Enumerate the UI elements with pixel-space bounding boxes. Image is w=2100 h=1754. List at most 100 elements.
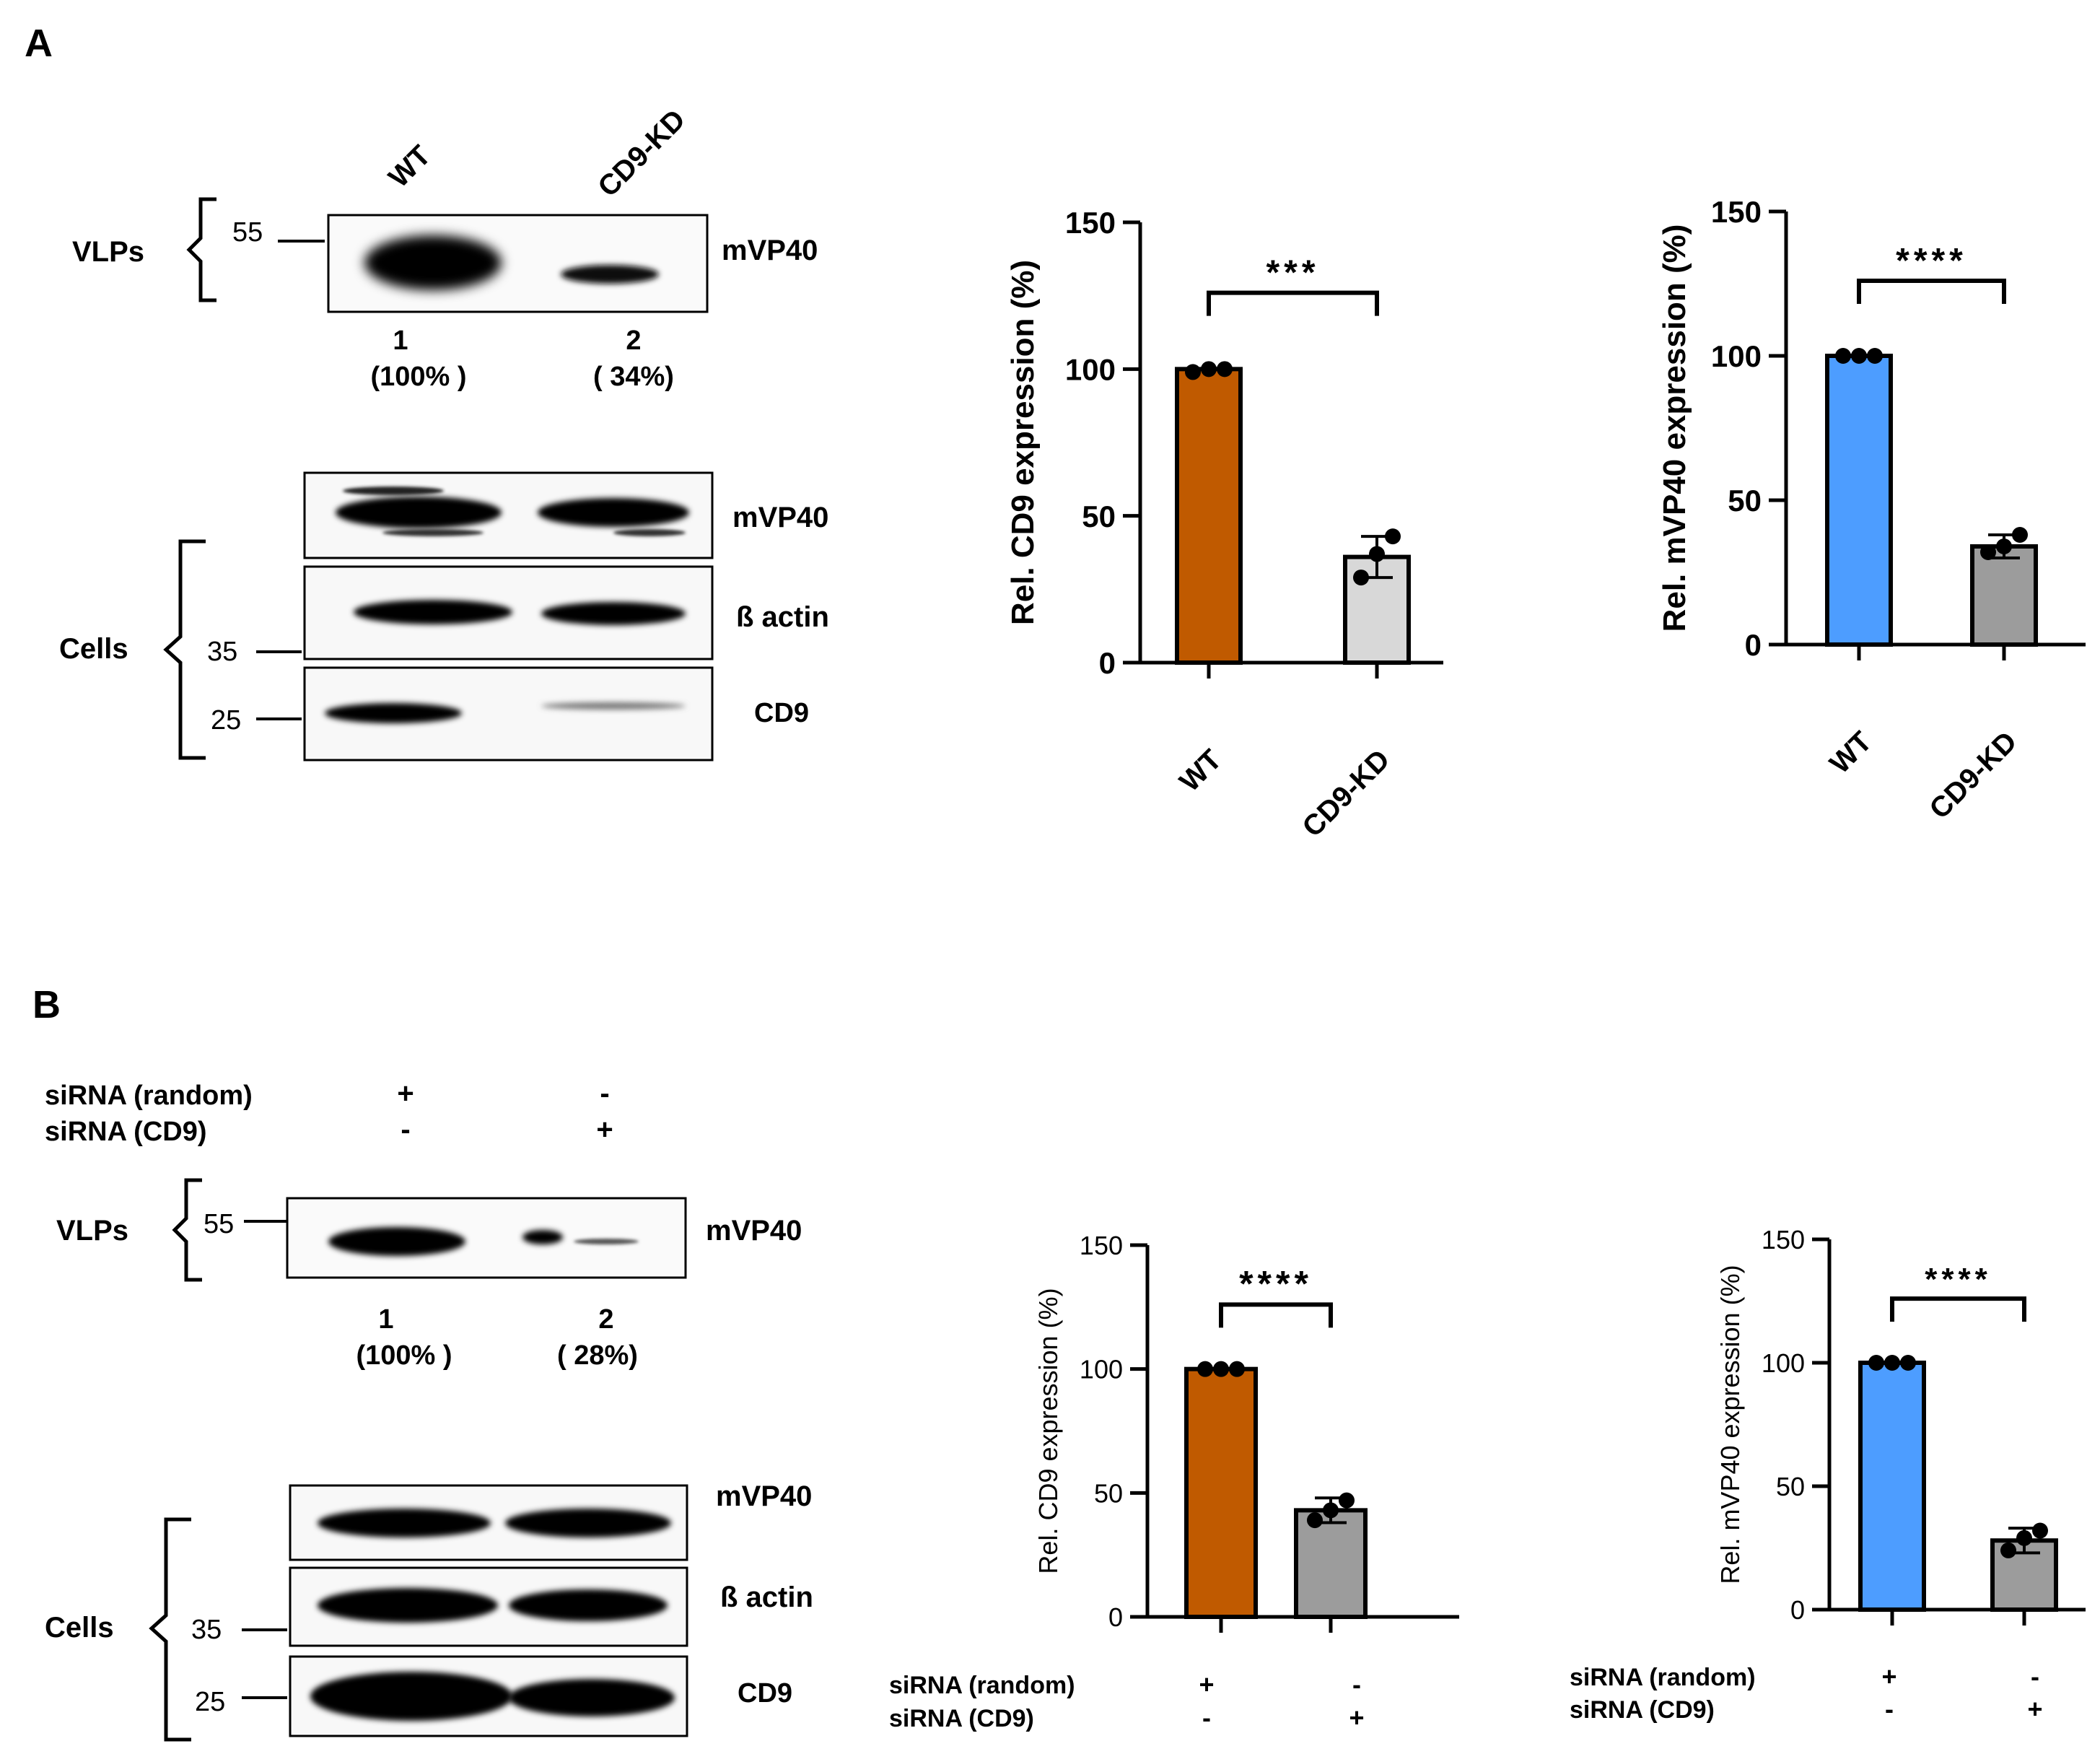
chart2-point-2-1 — [1980, 544, 1996, 560]
chart2-point-1-2 — [1851, 348, 1867, 364]
lane-number-1: 1 — [393, 326, 408, 356]
b-lane-percent-1: (100% ) — [356, 1340, 452, 1371]
vlps-marker: 55 — [232, 217, 263, 248]
chart4-treat-row-2-name: siRNA (CD9) — [1570, 1696, 1715, 1724]
b-lane-percent-2: ( 28%) — [557, 1340, 638, 1371]
chart3-point-2-1 — [1307, 1512, 1323, 1529]
chart1-ytick-label-100: 100 — [1065, 352, 1116, 386]
chart2-point-1-1 — [1835, 348, 1851, 364]
chart4-ytick-label-0: 0 — [1790, 1595, 1805, 1625]
b-vlps-marker: 55 — [204, 1209, 234, 1239]
chart4-significance-bracket — [1890, 1296, 2026, 1322]
band-cells-actin-2 — [541, 602, 686, 625]
b-lane-number-1: 1 — [378, 1304, 393, 1335]
chart2-bar-2 — [1970, 544, 2038, 647]
chart3-ytick-label-0: 0 — [1108, 1602, 1123, 1632]
chart4-ylabel: Rel. mVP40 expression (%) — [1715, 1265, 1745, 1584]
chart1-ytick-label-0: 0 — [1099, 646, 1116, 680]
chart4-point-1-2 — [1884, 1355, 1900, 1371]
chart3-point-2-2 — [1323, 1502, 1339, 1519]
lane-percent-1: (100% ) — [370, 362, 466, 392]
band-cells-cd9-2 — [541, 702, 686, 710]
chart4-bar-1 — [1858, 1361, 1926, 1612]
vlps-band-label: mVP40 — [722, 235, 818, 266]
chart1-point-1-1 — [1185, 364, 1201, 380]
b-cells-marker-35: 35 — [191, 1615, 222, 1645]
chart1-significance-label: *** — [1266, 254, 1319, 292]
chart4-point-1-3 — [1900, 1355, 1916, 1371]
chart4-point-2-3 — [2032, 1522, 2048, 1539]
chart2-ylabel: Rel. mVP40 expression (%) — [1657, 224, 1692, 632]
chart1-point-2-3 — [1385, 528, 1401, 545]
treat-row-2-lane-2: + — [596, 1114, 613, 1146]
chart3-point-2-3 — [1339, 1492, 1355, 1509]
treat-row-2-name: siRNA (CD9) — [45, 1117, 207, 1147]
chart3-point-1-3 — [1229, 1361, 1245, 1377]
chart2-significance-label: **** — [1896, 242, 1967, 280]
chart3-point-1-1 — [1197, 1361, 1213, 1377]
b-band-cells-actin-1 — [318, 1588, 498, 1623]
cells-marker-25: 25 — [211, 705, 241, 736]
chart4-point-2-2 — [2016, 1530, 2032, 1546]
chart3-point-1-2 — [1213, 1361, 1229, 1377]
chart1-point-2-2 — [1369, 546, 1385, 562]
lane-label-1: WT — [382, 139, 437, 193]
b-band-vlp-2 — [522, 1230, 563, 1244]
chart1-ytick-label-50: 50 — [1082, 499, 1116, 533]
chart1-point-1-3 — [1217, 361, 1233, 378]
chart2-bar-1 — [1825, 354, 1893, 647]
treat-row-1-lane-2: - — [600, 1078, 609, 1109]
chart4-treat-row-1-lane-2: - — [2031, 1662, 2039, 1691]
b-band-cells-mvp40-2 — [505, 1509, 671, 1537]
chart2-ytick-label-50: 50 — [1728, 484, 1762, 518]
chart3-treat-row-2-name: siRNA (CD9) — [889, 1705, 1034, 1732]
b-vlps-label: VLPs — [56, 1215, 128, 1247]
vlps-bracket — [186, 197, 216, 302]
b-cells-band-label-actin: ß actin — [720, 1581, 813, 1613]
chart3-treat-row-2-lane-1: - — [1202, 1703, 1211, 1732]
band-cells-actin-1 — [354, 600, 512, 624]
chart2-significance-bracket — [1857, 279, 2006, 304]
chart4-ytick-label-150: 150 — [1762, 1225, 1805, 1255]
lane-number-2: 2 — [626, 326, 641, 356]
chart1-significance-bracket — [1207, 290, 1379, 316]
b-cells-label: Cells — [45, 1612, 114, 1644]
chart3-ytick-label-150: 150 — [1080, 1231, 1123, 1260]
b-band-vlp-1 — [328, 1227, 465, 1256]
chart-a-mvp40: 0 50 100 150 WT CD9-KD Rel. mVP40 expression (… — [1657, 195, 2086, 825]
band-cells-mvp40-2 — [538, 498, 689, 527]
panel-a-letter: A — [25, 22, 53, 65]
chart1-point-1-2 — [1201, 361, 1217, 378]
b-cells-marker-25: 25 — [195, 1687, 225, 1717]
treat-row-2-lane-1: - — [401, 1114, 410, 1146]
chart1-bar-1 — [1175, 367, 1243, 665]
chart2-ytick-label-150: 150 — [1711, 195, 1762, 229]
b-vlps-band-label: mVP40 — [706, 1215, 802, 1247]
panel-a-blot: A WT CD9-KD VLPs 55 mVP40 1 2 (100% ) ( … — [25, 22, 829, 762]
b-band-cells-cd9-2 — [509, 1679, 675, 1716]
chart3-treat-row-1-lane-2: - — [1352, 1670, 1361, 1699]
chart3-significance-bracket — [1219, 1302, 1333, 1328]
chart-a-cd9: 0 50 100 150 WT CD9-KD Rel. CD9 expression (%)… — [1005, 206, 1443, 843]
chart4-significance-label: **** — [1925, 1262, 1992, 1297]
band-cells-mvp40-faint — [343, 487, 444, 495]
chart1-point-2-1 — [1353, 570, 1369, 586]
b-cells-band-label-cd9: CD9 — [738, 1678, 792, 1709]
vlps-blot — [327, 214, 709, 313]
chart3-ylabel: Rel. CD9 expression (%) — [1033, 1288, 1063, 1574]
treat-row-1-lane-1: + — [397, 1078, 414, 1109]
chart2-ytick-label-100: 100 — [1711, 339, 1762, 373]
chart2-xtick-label-1: WT — [1824, 725, 1878, 780]
panel-b-blot: B siRNA (random) + - siRNA (CD9) - + VLP… — [32, 983, 2043, 1742]
cells-bracket — [163, 539, 206, 760]
band-vlp-2 — [561, 265, 659, 284]
chart-b-cd9: 0 50 100 150 Rel. CD9 expression (%) **** — [1033, 1231, 1459, 1633]
band-cells-mvp40-lower — [382, 529, 484, 536]
chart3-ytick-label-50: 50 — [1094, 1478, 1123, 1508]
lane-label-2: CD9-KD — [592, 103, 691, 203]
cells-label: Cells — [59, 633, 128, 665]
chart3-treat-row-1-lane-1: + — [1199, 1670, 1214, 1699]
chart3-bar-1 — [1184, 1366, 1258, 1619]
chart3-treat-row-2-lane-2: + — [1349, 1703, 1364, 1732]
